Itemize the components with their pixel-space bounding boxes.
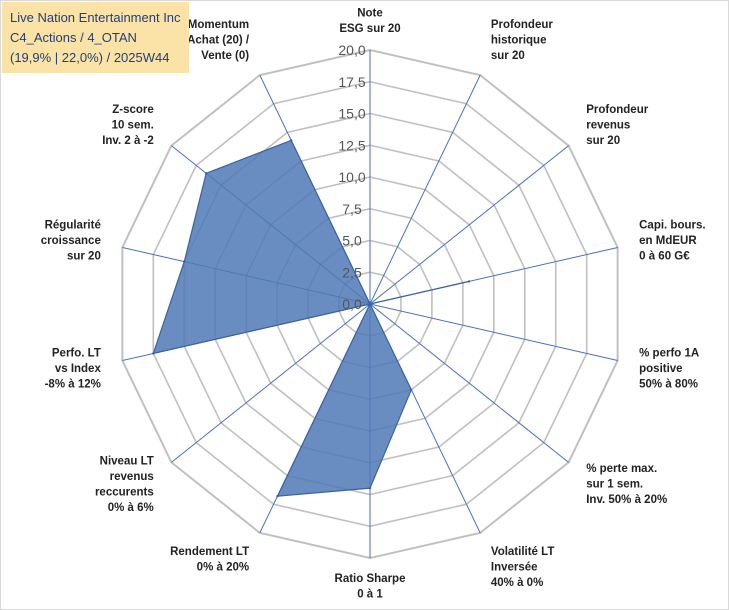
data-point-3 (467, 280, 471, 283)
spoke-5 (369, 303, 569, 463)
axis-label: Niveau LT revenus reccurents 0% à 6% (95, 455, 154, 514)
axis-label-line: Z-score (112, 104, 154, 116)
axis-label-line: Achat (20) / (187, 35, 250, 47)
axis-label-line: Inversée (491, 561, 538, 573)
spoke-2 (369, 145, 569, 305)
data-point-12 (204, 172, 208, 175)
axis-label-line: Niveau LT (100, 455, 154, 467)
spoke-9 (171, 303, 371, 463)
data-point-9 (368, 302, 372, 306)
axis-label-line: sur 20 (586, 135, 620, 147)
data-point-10 (152, 352, 155, 355)
tick-label: 17,5 (338, 74, 365, 90)
axis-label-line: 0% à 6% (108, 502, 154, 514)
axis-label: Volatilité LT Inversée 40% à 0% (491, 546, 554, 589)
tick-label: 2,5 (342, 264, 362, 280)
axis-label: Profondeur revenus sur 20 (586, 104, 648, 147)
info-company: Live Nation Entertainment Inc (10, 10, 181, 25)
axis-label-line: Ratio Sharpe (335, 573, 406, 585)
axis-label-line: Inv. 2 à -2 (102, 135, 154, 147)
tick-label: 12,5 (338, 137, 365, 153)
tick-label: 7,5 (342, 201, 362, 217)
axis-label-line: Perfo. LT (52, 348, 101, 360)
axis-label-line: revenus (110, 471, 154, 483)
axis-label: % perfo 1A positive 50% à 80% (639, 348, 699, 391)
axis-label-line: vs Index (55, 363, 102, 375)
tick-label: 20,0 (338, 42, 365, 58)
axis-label-line: Note (357, 8, 383, 20)
info-period: (19,9% | 22,0%) / 2025W44 (10, 50, 170, 65)
series-area (152, 139, 470, 497)
data-point-6 (410, 388, 413, 392)
axis-label-line: positive (639, 363, 682, 375)
axis-label-line: 0% à 20% (197, 561, 249, 573)
axis-label: Z-score 10 sem. Inv. 2 à -2 (102, 104, 154, 147)
axis-label-line: Capi. bours. (639, 219, 705, 231)
label-layer: Note ESG sur 20 Profondeur historique sur 20… (41, 8, 706, 601)
data-point-13 (290, 139, 293, 142)
axis-label-line: Profondeur (586, 104, 648, 116)
axis-label: Profondeur historique sur 20 (491, 19, 553, 62)
axis-label-line: en MdEUR (639, 235, 697, 247)
axis-label-line: revenus (586, 119, 630, 131)
axis-label: Ratio Sharpe 0 à 1 (335, 573, 406, 601)
axis-label: Momentum Achat (20) / Vente (0) (187, 19, 250, 62)
axis-label: Note ESG sur 20 (339, 8, 400, 36)
tick-label: 15,0 (338, 106, 365, 122)
axis-label-line: sur 1 sem. (586, 479, 643, 491)
axis-label-line: % perte max. (586, 463, 657, 475)
axis-label: Capi. bours. en MdEUR 0 à 60 G€ (639, 219, 705, 262)
axis-label-line: Volatilité LT (491, 546, 554, 558)
series-layer (152, 139, 471, 498)
data-point-7 (368, 486, 372, 490)
axis-label: Régularité croissance sur 20 (41, 219, 101, 262)
axis-label-line: Momentum (188, 19, 249, 31)
info-box: Live Nation Entertainment Inc C4_Actions… (2, 2, 189, 73)
axis-label-line: Profondeur (491, 19, 553, 31)
data-point-8 (276, 495, 279, 498)
tick-label: 10,0 (338, 169, 365, 185)
axis-label: Perfo. LT vs Index -8% à 12% (45, 348, 102, 391)
axis-label-line: -8% à 12% (45, 379, 101, 391)
axis-label-line: croissance (41, 235, 101, 247)
axis-label-line: 10 sem. (112, 119, 154, 131)
axis-label-line: sur 20 (491, 50, 525, 62)
axis-label-line: Vente (0) (201, 50, 249, 62)
axis-label-line: 0 à 1 (357, 589, 383, 601)
axis-label-line: Régularité (45, 219, 101, 231)
tick-layer: 0,0 2,5 5,0 7,5 10,0 12,5 15,0 17,5 20,0 (338, 42, 365, 312)
axis-label-line: Rendement LT (170, 546, 249, 558)
axis-label-line: reccurents (95, 486, 154, 498)
info-category: C4_Actions / 4_OTAN (10, 30, 137, 45)
spoke-4 (369, 303, 618, 362)
tick-label: 0,0 (342, 296, 362, 312)
axis-label-line: sur 20 (67, 250, 101, 262)
axis-label-line: 40% à 0% (491, 577, 543, 589)
data-point-11 (183, 260, 186, 263)
axis-label-line: 0 à 60 G€ (639, 250, 690, 262)
axis-label-line: % perfo 1A (639, 348, 699, 360)
axis-label-line: Inv. 50% à 20% (586, 494, 667, 506)
axis-label-line: 50% à 80% (639, 379, 698, 391)
axis-label-line: historique (491, 35, 547, 47)
tick-label: 5,0 (342, 233, 362, 249)
spoke-1 (369, 74, 481, 305)
axis-label-line: ESG sur 20 (339, 23, 400, 35)
axis-label: % perte max. sur 1 sem. Inv. 50% à 20% (586, 463, 667, 506)
axis-label: Rendement LT 0% à 20% (170, 546, 249, 574)
